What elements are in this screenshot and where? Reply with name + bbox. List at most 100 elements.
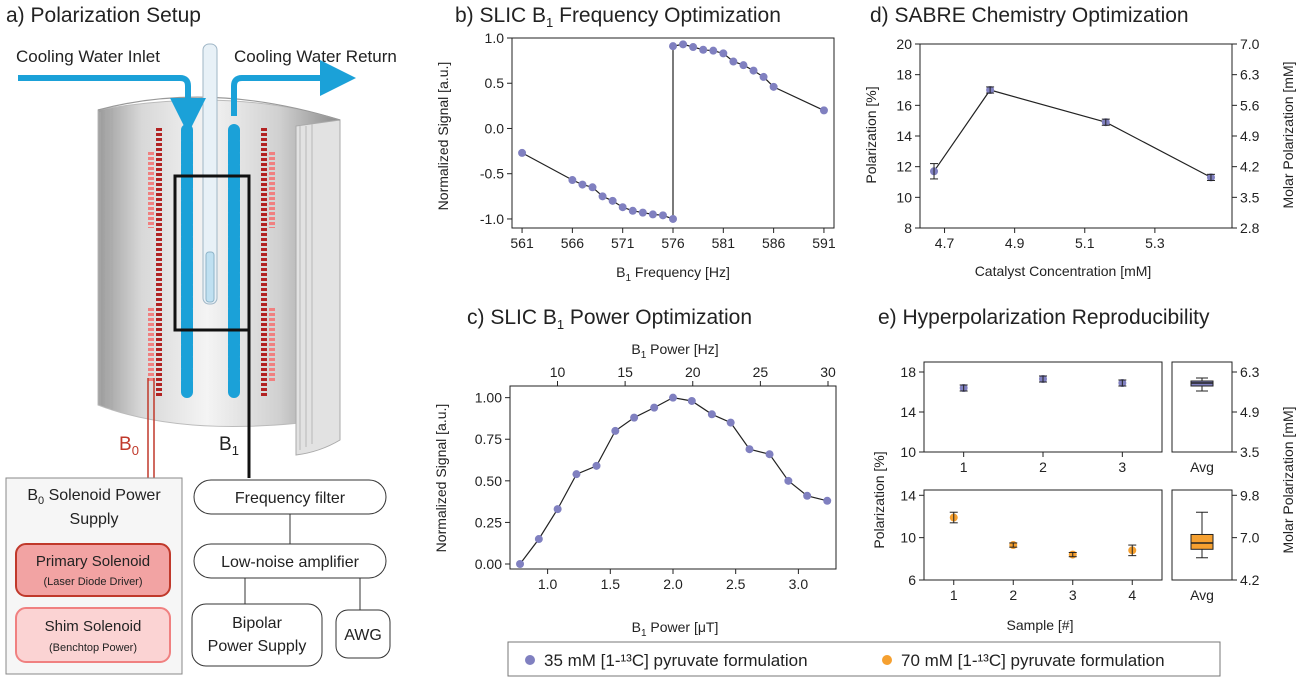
chart-e-bottom-frame [923,489,1163,581]
chart-c-xtick-top-label: 30 [820,364,836,380]
chart-b-point [719,49,728,58]
chart-b-point [638,208,647,217]
bipolar-label-1: Bipolar [232,615,282,632]
cooling-water-coil [181,124,240,398]
chart-c-point [534,535,543,544]
chart-c-point [516,560,525,569]
chart-e-top-xtick-label: 3 [1118,459,1126,475]
chart-d-xtick-label: 4.9 [1005,235,1025,251]
chart-b-point [658,211,667,220]
chart-c-series-line [519,396,828,565]
chart-b-point [588,183,597,192]
chart-b-point [729,57,738,66]
chart-c-point [707,410,716,419]
chart-b-point [759,72,768,81]
panel-a: a) Polarization Setup Cooling Water Inle… [5,4,397,675]
frequency-filter-label: Frequency filter [235,490,346,507]
chart-d-ytick-right-label: 5.6 [1240,97,1260,113]
legend-marker-35mm [525,655,535,665]
chart-e-title: e) Hyperpolarization Reproducibility [878,306,1210,329]
primary-sublabel: (Laser Diode Driver) [43,576,142,588]
chart-e-xlabel: Sample [#] [1007,617,1074,633]
shim-sublabel: (Benchtop Power) [49,642,137,654]
sample-tube [202,43,218,305]
legend-marker-70mm [882,655,892,665]
chart-b-title: b) SLIC B1 Frequency Optimization [455,4,781,30]
chart-e-bottom-ytick-right-label: 7.0 [1240,530,1260,546]
chart-e-bottom-xtick-label: 3 [1069,587,1077,603]
chart-b-point [628,206,637,215]
chart-c-point [553,505,562,514]
chart-b-point [669,42,677,51]
chart-e-ylabel-right: Molar Polarization [mM] [1280,406,1296,553]
chart-e-top-ytick-right-label: 6.3 [1240,364,1260,380]
chart-c-xtick-top-label: 15 [617,364,633,380]
chart-c-point [784,476,793,485]
chart-c-xtick-label: 2.5 [726,576,746,592]
return-label: Cooling Water Return [234,47,397,66]
chart-d-ytick-right-label: 7.0 [1240,36,1260,52]
chart-c-top-label: B1 Power [Hz] [631,341,718,361]
chart-b-ytick-label: -1.0 [480,211,504,227]
chart-b-point [568,176,577,185]
chart-b-point [819,106,828,115]
chart-b-series-line [521,43,825,220]
chart-d-ytick-label: 16 [896,97,912,113]
chart-b-point [608,196,617,205]
chart-d-series-line [933,89,1212,178]
shim-solenoid-coil [148,152,275,382]
primary-solenoid-coil [156,128,267,398]
chart-c-point [592,461,601,470]
chart-c-xtick-top-label: 25 [753,364,769,380]
b1-label: B1 [219,434,239,458]
bipolar-label-2: Power Supply [208,638,307,655]
chart-c-point [611,426,620,435]
chart-e-top-ytick-label: 10 [900,444,916,460]
chart-b-point [769,82,778,91]
chart-b-xtick-label: 571 [611,235,635,251]
chart-e-top-box-frame [1171,361,1233,453]
chart-d-title: d) SABRE Chemistry Optimization [870,4,1189,27]
chart-d-frame [919,43,1233,229]
chart-c-point [669,393,677,402]
chart-d-ytick-label: 20 [896,36,912,52]
chart-e-bottom-xtick-label: 4 [1128,587,1136,603]
awg-label: AWG [344,627,382,644]
b0-leads [147,378,155,478]
chart-c-xtick-top-label: 10 [550,364,566,380]
chart-b-xtick-label: 576 [661,235,685,251]
bipolar-supply-box [191,603,323,667]
legend: 35 mM [1-¹³C] pyruvate formulation 70 mM… [507,641,1221,677]
chart-e-ylabel: Polarization [%] [871,451,887,548]
chart-d-xtick-label: 5.1 [1075,235,1095,251]
chart-c-xtick-label: 2.0 [663,576,683,592]
chart-d-xtick-label: 5.3 [1145,235,1165,251]
chart-d-ytick-right-label: 2.8 [1240,220,1260,236]
chart-e-top-ytick-right-label: 3.5 [1240,444,1260,460]
chart-e-bottom-xtick-label: 2 [1009,587,1017,603]
chart-c-ytick-label: 0.00 [475,556,502,572]
chart-e-bottom-ytick-label: 6 [908,572,916,588]
chart-d-ytick-right-label: 6.3 [1240,67,1260,83]
chart-e-top-ytick-right-label: 4.9 [1240,404,1260,420]
chart-c-point [745,445,754,454]
chart-c-point [765,450,774,459]
amplifier-label: Low-noise amplifier [221,554,360,571]
chart-b-ylabel: Normalized Signal [a.u.] [435,62,451,211]
supply-title: B0 Solenoid Power [27,487,161,507]
chart-c-xtick-label: 1.5 [601,576,621,592]
water-arrows [18,60,356,134]
shim-solenoid-box [15,607,171,663]
chart-c-point [687,396,696,405]
chart-c-point [803,491,812,500]
chart-b-point [739,61,748,70]
chart-c-xtick-label: 1.0 [538,576,558,592]
chart-d-ytick-right-label: 3.5 [1240,189,1260,205]
chart-e-bottom-ytick-right-label: 4.2 [1240,572,1260,588]
chart-b-ytick-label: 0.5 [485,75,505,91]
primary-solenoid-box [15,543,171,597]
chart-c-title: c) SLIC B1 Power Optimization [467,306,752,332]
chart-b-point [578,180,587,189]
chart-d-xtick-label: 4.7 [935,235,955,251]
